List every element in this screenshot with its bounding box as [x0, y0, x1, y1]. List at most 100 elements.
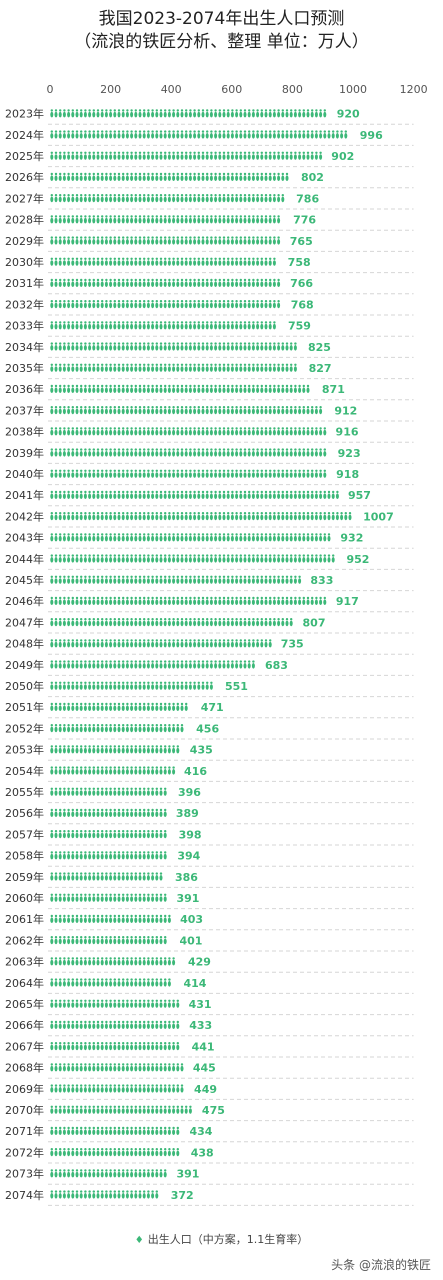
bar-9	[50, 300, 281, 309]
data-label-14: 912	[334, 404, 357, 417]
data-label-48: 434	[190, 1125, 213, 1138]
data-label-12: 827	[309, 362, 332, 375]
y-tick-label-12: 2035年	[5, 361, 44, 375]
bar-31	[50, 766, 176, 775]
bar-40	[50, 957, 176, 966]
data-label-13: 871	[322, 383, 345, 396]
data-label-47: 475	[202, 1104, 225, 1117]
data-label-51: 372	[171, 1189, 194, 1202]
y-tick-label-13: 2036年	[5, 382, 44, 396]
bar-4	[50, 194, 285, 203]
data-label-27: 551	[225, 680, 248, 693]
bar-3	[50, 172, 289, 181]
x-tick-label-6: 1200	[400, 83, 428, 96]
y-tick-label-4: 2027年	[5, 191, 44, 205]
data-label-49: 438	[191, 1146, 214, 1159]
data-label-18: 957	[348, 489, 371, 502]
bar-17	[50, 469, 327, 478]
y-tick-label-44: 2067年	[5, 1039, 44, 1053]
bar-44	[50, 1042, 180, 1051]
y-tick-label-1: 2024年	[5, 128, 44, 142]
bar-14	[50, 406, 323, 415]
legend-label: 出生人口（中方案，1.1生育率）	[147, 1233, 309, 1246]
bar-32	[50, 787, 167, 796]
y-tick-label-23: 2046年	[5, 594, 44, 608]
bar-5	[50, 215, 281, 224]
data-label-24: 807	[303, 616, 326, 629]
bar-13	[50, 384, 310, 394]
data-label-43: 433	[189, 1019, 212, 1032]
data-label-29: 456	[196, 722, 219, 735]
y-tick-label-37: 2060年	[5, 891, 44, 905]
data-label-26: 683	[265, 659, 288, 672]
bar-30	[50, 745, 180, 754]
y-tick-label-8: 2031年	[5, 276, 44, 290]
bar-12	[50, 363, 297, 372]
legend-person-icon: ♦	[134, 1235, 144, 1246]
data-label-21: 952	[346, 553, 369, 566]
bar-15	[50, 427, 327, 436]
y-tick-label-5: 2028年	[5, 213, 44, 227]
y-tick-label-36: 2059年	[5, 870, 44, 884]
y-tick-label-7: 2030年	[5, 255, 44, 269]
bar-43	[50, 1020, 180, 1029]
data-label-2: 902	[331, 150, 354, 163]
data-label-1: 996	[360, 129, 383, 142]
x-tick-label-1: 200	[100, 83, 121, 96]
y-tick-label-3: 2026年	[5, 170, 44, 184]
bar-46	[50, 1084, 184, 1093]
chart-subtitle: （流浪的铁匠分析、整理 单位：万人）	[74, 32, 369, 52]
x-tick-label-3: 600	[221, 83, 242, 96]
y-tick-label-6: 2029年	[5, 234, 44, 248]
x-tick-label-0: 0	[47, 83, 54, 96]
y-tick-label-45: 2068年	[5, 1061, 44, 1075]
y-tick-label-18: 2041年	[5, 488, 44, 502]
y-tick-label-15: 2038年	[5, 425, 44, 439]
data-label-6: 765	[290, 235, 313, 248]
bar-19	[50, 512, 352, 521]
bar-38	[50, 914, 171, 923]
y-tick-label-40: 2063年	[5, 955, 44, 969]
data-label-45: 445	[193, 1062, 216, 1075]
bar-45	[50, 1063, 184, 1072]
y-tick-label-26: 2049年	[5, 658, 44, 672]
y-tick-label-28: 2051年	[5, 700, 44, 714]
y-tick-label-41: 2064年	[5, 976, 44, 990]
data-label-42: 431	[189, 998, 212, 1011]
bar-1	[50, 130, 348, 139]
data-label-46: 449	[194, 1083, 217, 1096]
y-tick-label-32: 2055年	[5, 785, 44, 799]
y-tick-label-19: 2042年	[5, 509, 44, 523]
y-tick-label-50: 2073年	[5, 1167, 44, 1181]
data-label-33: 389	[176, 807, 199, 820]
data-label-31: 416	[184, 765, 207, 778]
bar-49	[50, 1148, 180, 1157]
bar-11	[50, 342, 297, 351]
y-tick-label-43: 2066年	[5, 1018, 44, 1032]
y-tick-label-33: 2056年	[5, 806, 44, 820]
data-label-36: 386	[175, 871, 198, 884]
y-tick-label-10: 2033年	[5, 319, 44, 333]
data-label-4: 786	[296, 192, 319, 205]
data-label-25: 735	[281, 638, 304, 651]
data-label-38: 403	[180, 913, 203, 926]
bar-24	[50, 618, 293, 627]
data-label-44: 441	[192, 1040, 215, 1053]
data-label-22: 833	[310, 574, 333, 587]
bar-33	[50, 808, 167, 817]
data-label-8: 766	[290, 277, 313, 290]
bar-48	[50, 1126, 180, 1135]
bar-16	[50, 448, 327, 457]
bar-42	[50, 999, 180, 1008]
y-tick-label-49: 2072年	[5, 1145, 44, 1159]
bar-23	[50, 596, 327, 605]
y-tick-label-46: 2069年	[5, 1082, 44, 1096]
y-tick-label-11: 2034年	[5, 340, 44, 354]
data-label-16: 923	[338, 447, 361, 460]
y-tick-label-17: 2040年	[5, 467, 44, 481]
y-tick-label-25: 2048年	[5, 637, 44, 651]
y-tick-label-35: 2058年	[5, 849, 44, 863]
x-tick-label-5: 1000	[339, 83, 367, 96]
y-tick-label-29: 2052年	[5, 721, 44, 735]
data-label-40: 429	[188, 956, 211, 969]
